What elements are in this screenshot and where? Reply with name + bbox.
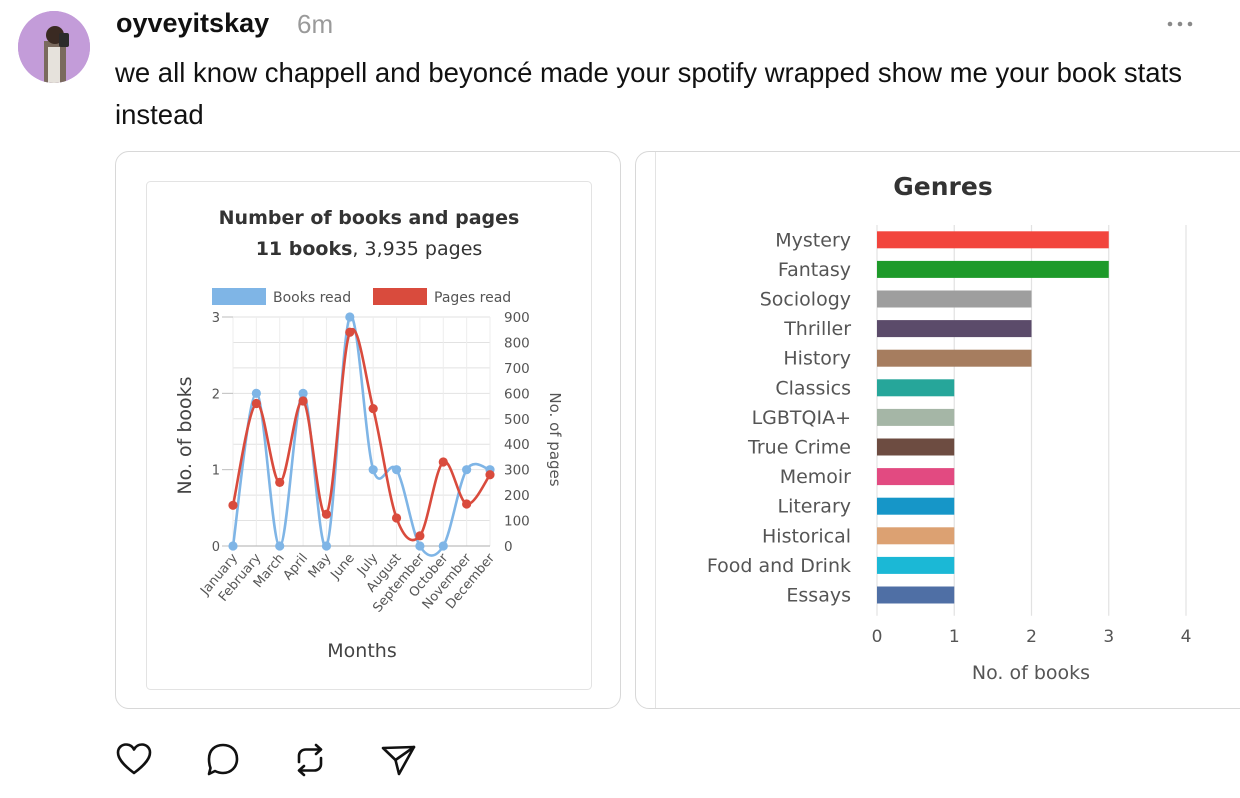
y-tick-label: 3 — [212, 311, 220, 326]
category-label: History — [783, 348, 851, 370]
subtitle-book-count: 11 books — [256, 238, 353, 260]
category-label: LGBTQIA+ — [752, 407, 851, 429]
category-label: Literary — [777, 496, 851, 518]
category-label: Fantasy — [778, 259, 851, 281]
data-point-books — [368, 465, 378, 475]
category-label: Thriller — [783, 318, 851, 340]
bar — [877, 408, 955, 426]
y-tick-label: 1 — [212, 464, 220, 479]
category-label: Historical — [762, 525, 851, 547]
bar — [877, 320, 1032, 338]
data-point-pages — [345, 327, 355, 337]
x-tick-label: 0 — [872, 627, 883, 647]
legend-swatch-books — [212, 288, 266, 305]
y2-axis-title: No. of pages — [546, 392, 564, 486]
x-tick-label: 2 — [1026, 627, 1037, 647]
speech-bubble-icon[interactable] — [203, 740, 243, 780]
y-axis-title: No. of books — [174, 376, 196, 494]
data-point-pages — [275, 477, 285, 487]
y2-tick-label: 600 — [504, 386, 530, 402]
category-label: Sociology — [760, 289, 851, 311]
category-label: Food and Drink — [707, 555, 851, 577]
heart-icon[interactable] — [114, 740, 154, 780]
author-name[interactable]: oyveyitskay — [116, 8, 270, 38]
y2-tick-label: 300 — [504, 463, 530, 479]
data-point-pages — [462, 499, 472, 509]
data-point-pages — [391, 513, 402, 523]
data-point-pages — [485, 470, 495, 480]
avatar[interactable] — [18, 11, 90, 83]
category-label: Essays — [786, 585, 851, 607]
bar — [877, 290, 1032, 308]
books-pages-line-chart: Number of books and pages 11 books, 3,935… — [146, 181, 592, 690]
category-label: True Crime — [747, 437, 851, 459]
genres-bar-chart: Genres 0 1 2 3 4 Mystery Fantasy Sociology Thrill… — [655, 152, 1192, 708]
data-point-pages — [438, 457, 448, 467]
y2-tick-label: 400 — [504, 437, 530, 453]
data-point-pages — [368, 404, 378, 414]
data-point-books — [415, 541, 425, 551]
books-pages-chart-card[interactable]: Number of books and pages 11 books, 3,935… — [115, 151, 621, 709]
x-tick-label: 1 — [949, 627, 960, 647]
series-line-books — [231, 315, 491, 557]
data-point-books — [298, 388, 308, 398]
chart-title: Number of books and pages — [219, 207, 520, 229]
post-timestamp: 6m — [297, 9, 334, 39]
data-point-pages — [415, 531, 425, 541]
bar — [877, 379, 955, 397]
category-label: Classics — [775, 377, 851, 399]
y-tick-label: 2 — [212, 387, 220, 402]
y-tick-label: 0 — [212, 540, 220, 555]
y2-tick-label: 700 — [504, 361, 530, 377]
category-label: Memoir — [780, 466, 851, 488]
y2-tick-label: 200 — [504, 488, 530, 504]
y2-tick-label: 800 — [504, 335, 530, 351]
data-point-pages — [251, 398, 261, 409]
post-action-bar — [0, 740, 500, 784]
bar — [877, 527, 955, 545]
bar — [877, 468, 955, 486]
y2-tick-label: 500 — [504, 412, 530, 428]
repost-icon[interactable] — [290, 740, 330, 780]
data-point-books — [228, 541, 238, 551]
x-tick-label: 3 — [1103, 627, 1114, 647]
bar — [877, 438, 955, 456]
x-axis-title: No. of books — [972, 662, 1090, 684]
paper-plane-icon[interactable] — [378, 740, 418, 780]
y2-tick-label: 900 — [504, 310, 530, 326]
data-point-books — [321, 541, 332, 551]
data-point-pages — [298, 396, 308, 406]
post-text: we all know chappell and beyoncé made yo… — [115, 57, 1182, 130]
x-tick-label: 4 — [1181, 627, 1192, 647]
bar — [877, 497, 955, 515]
data-point-books — [462, 465, 472, 475]
bar — [877, 586, 955, 604]
y2-tick-label: 0 — [504, 539, 513, 555]
data-point-books — [438, 541, 448, 551]
subtitle-page-count: , 3,935 pages — [352, 238, 482, 260]
legend-label-pages: Pages read — [434, 290, 511, 306]
data-point-books — [391, 465, 402, 475]
bar — [877, 556, 955, 574]
y2-tick-label: 100 — [504, 514, 530, 530]
legend-label-books: Books read — [273, 290, 351, 306]
x-axis-title: Months — [327, 640, 396, 662]
bar — [877, 231, 1109, 249]
genres-chart-card[interactable]: Genres 0 1 2 3 4 Mystery Fantasy Sociology Thrill… — [635, 151, 1240, 709]
data-point-pages — [321, 509, 332, 519]
data-point-books — [275, 541, 285, 551]
chart-subtitle: 11 books, 3,935 pages — [256, 238, 483, 260]
category-label: Mystery — [775, 229, 851, 251]
data-point-pages — [228, 500, 238, 510]
data-point-books — [345, 312, 355, 322]
chart-title: Genres — [893, 172, 992, 201]
data-point-books — [251, 388, 261, 398]
legend-swatch-pages — [373, 288, 427, 305]
bar — [877, 260, 1109, 278]
more-horizontal-icon[interactable] — [1165, 6, 1195, 40]
bar — [877, 349, 1032, 367]
avatar-photo — [18, 11, 90, 83]
